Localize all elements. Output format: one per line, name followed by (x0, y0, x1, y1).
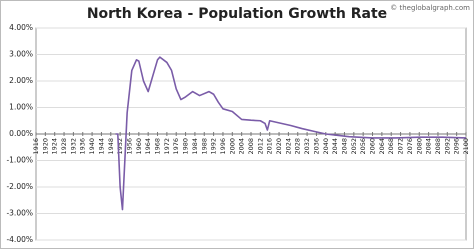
x-tick-label: 2040 (322, 138, 330, 155)
watermark: © theglobalgraph.com (390, 4, 470, 12)
x-tick-label: 2076 (406, 138, 414, 155)
x-tick-label: 2060 (369, 138, 377, 155)
x-tick-label: 2064 (378, 138, 386, 155)
y-tick-label: 3.00% (9, 50, 33, 59)
x-tick-label: 2036 (312, 138, 320, 155)
x-tick-label: 1952 (116, 138, 124, 155)
x-tick-label: 1948 (107, 138, 115, 155)
x-tick-label: 1964 (144, 138, 152, 155)
x-tick-label: 2100 (462, 138, 470, 155)
x-tick-label: 2068 (387, 138, 395, 155)
x-tick-label: 1920 (41, 138, 49, 155)
x-tick-label: 1932 (69, 138, 77, 155)
x-tick-label: 1916 (32, 138, 40, 155)
chart-title: North Korea - Population Growth Rate (87, 6, 387, 22)
y-tick-label: -2.00% (6, 182, 33, 191)
x-tick-label: 2056 (359, 138, 367, 155)
y-tick-label: -4.00% (6, 235, 33, 244)
x-tick-label: 2088 (434, 138, 442, 155)
x-tick-label: 2044 (331, 138, 339, 155)
x-tick-label: 1924 (51, 138, 59, 155)
data-line (115, 56, 467, 211)
x-tick-label: 1992 (210, 138, 218, 155)
x-tick-label: 1984 (191, 138, 199, 155)
x-tick-label: 2024 (284, 138, 292, 155)
x-tick-label: 1928 (60, 138, 68, 155)
y-tick-label: 4.00% (9, 23, 33, 32)
x-tick-label: 2004 (238, 138, 246, 155)
y-tick-label: 1.00% (9, 103, 33, 112)
x-tick-label: 2084 (425, 138, 433, 155)
x-tick-label: 2096 (453, 138, 461, 155)
x-tick-label: 2080 (415, 138, 423, 155)
x-tick-label: 2048 (340, 138, 348, 155)
x-tick-label: 2032 (303, 138, 311, 155)
x-tick-label: 1960 (135, 138, 143, 155)
x-tick-label: 1936 (79, 138, 87, 155)
x-tick-label: 1976 (172, 138, 180, 155)
x-tick-label: 2008 (247, 138, 255, 155)
x-tick-label: 1968 (154, 138, 162, 155)
y-tick-label: 2.00% (9, 76, 33, 85)
x-tick-label: 1956 (125, 138, 133, 155)
x-tick-label: 2012 (256, 138, 264, 155)
x-tick-label: 2016 (266, 138, 274, 155)
x-tick-label: 1996 (219, 138, 227, 155)
x-tick-label: 1972 (163, 138, 171, 155)
x-tick-label: 2052 (350, 138, 358, 155)
x-tick-label: 2092 (443, 138, 451, 155)
x-tick-label: 2020 (275, 138, 283, 155)
x-tick-label: 2000 (228, 138, 236, 155)
y-tick-label: -1.00% (6, 156, 33, 165)
x-tick-label: 1944 (97, 138, 105, 155)
x-tick-label: 1980 (182, 138, 190, 155)
x-tick-label: 1988 (200, 138, 208, 155)
x-tick-label: 1940 (88, 138, 96, 155)
x-tick-label: 2072 (397, 138, 405, 155)
y-tick-label: 0.00% (9, 129, 33, 138)
y-tick-label: -3.00% (6, 209, 33, 218)
x-tick-label: 2028 (294, 138, 302, 155)
